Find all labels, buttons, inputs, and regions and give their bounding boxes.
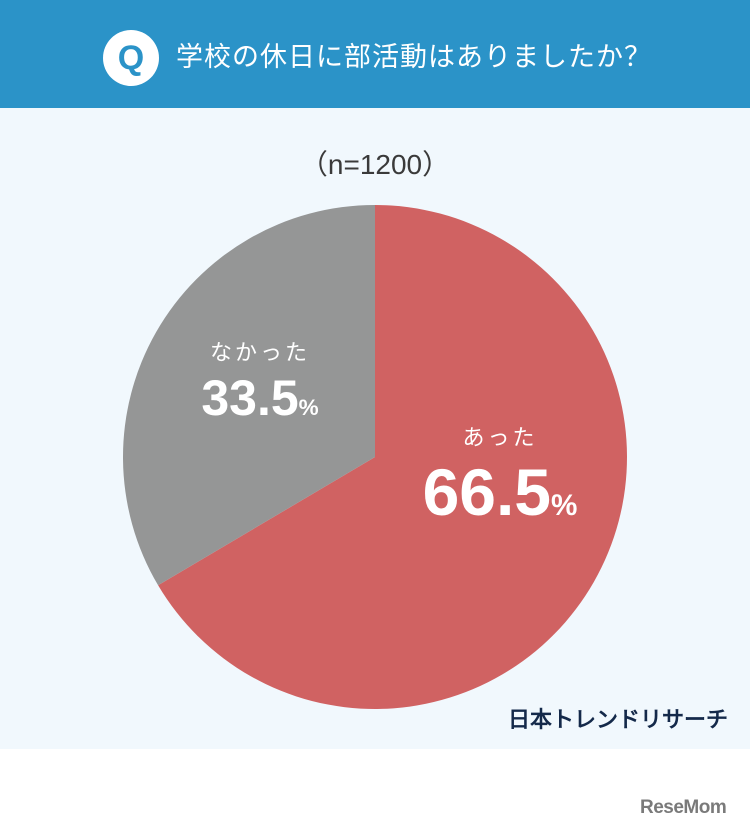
sample-size: （n=1200）	[299, 149, 451, 180]
q-badge-icon: Q	[103, 30, 159, 86]
slice-label-no: なかった 33.5%	[180, 335, 340, 439]
slice-value: 66.5%	[422, 455, 578, 529]
slice-label-yes: あった 66.5%	[400, 420, 600, 546]
pie-slice-yes	[158, 205, 628, 709]
pie-slice-no	[122, 205, 375, 586]
slice-name: あった	[462, 426, 538, 451]
source-credit: 日本トレンドリサーチ	[507, 708, 728, 733]
slice-name: なかった	[209, 341, 310, 366]
slice-value: 33.5%	[201, 370, 319, 426]
question-header: Q 学校の休日に部活動はありましたか？	[0, 0, 750, 108]
brand-logo: ReseMom	[640, 797, 727, 818]
chart-title: 学校の休日に部活動はありましたか？	[176, 42, 652, 73]
